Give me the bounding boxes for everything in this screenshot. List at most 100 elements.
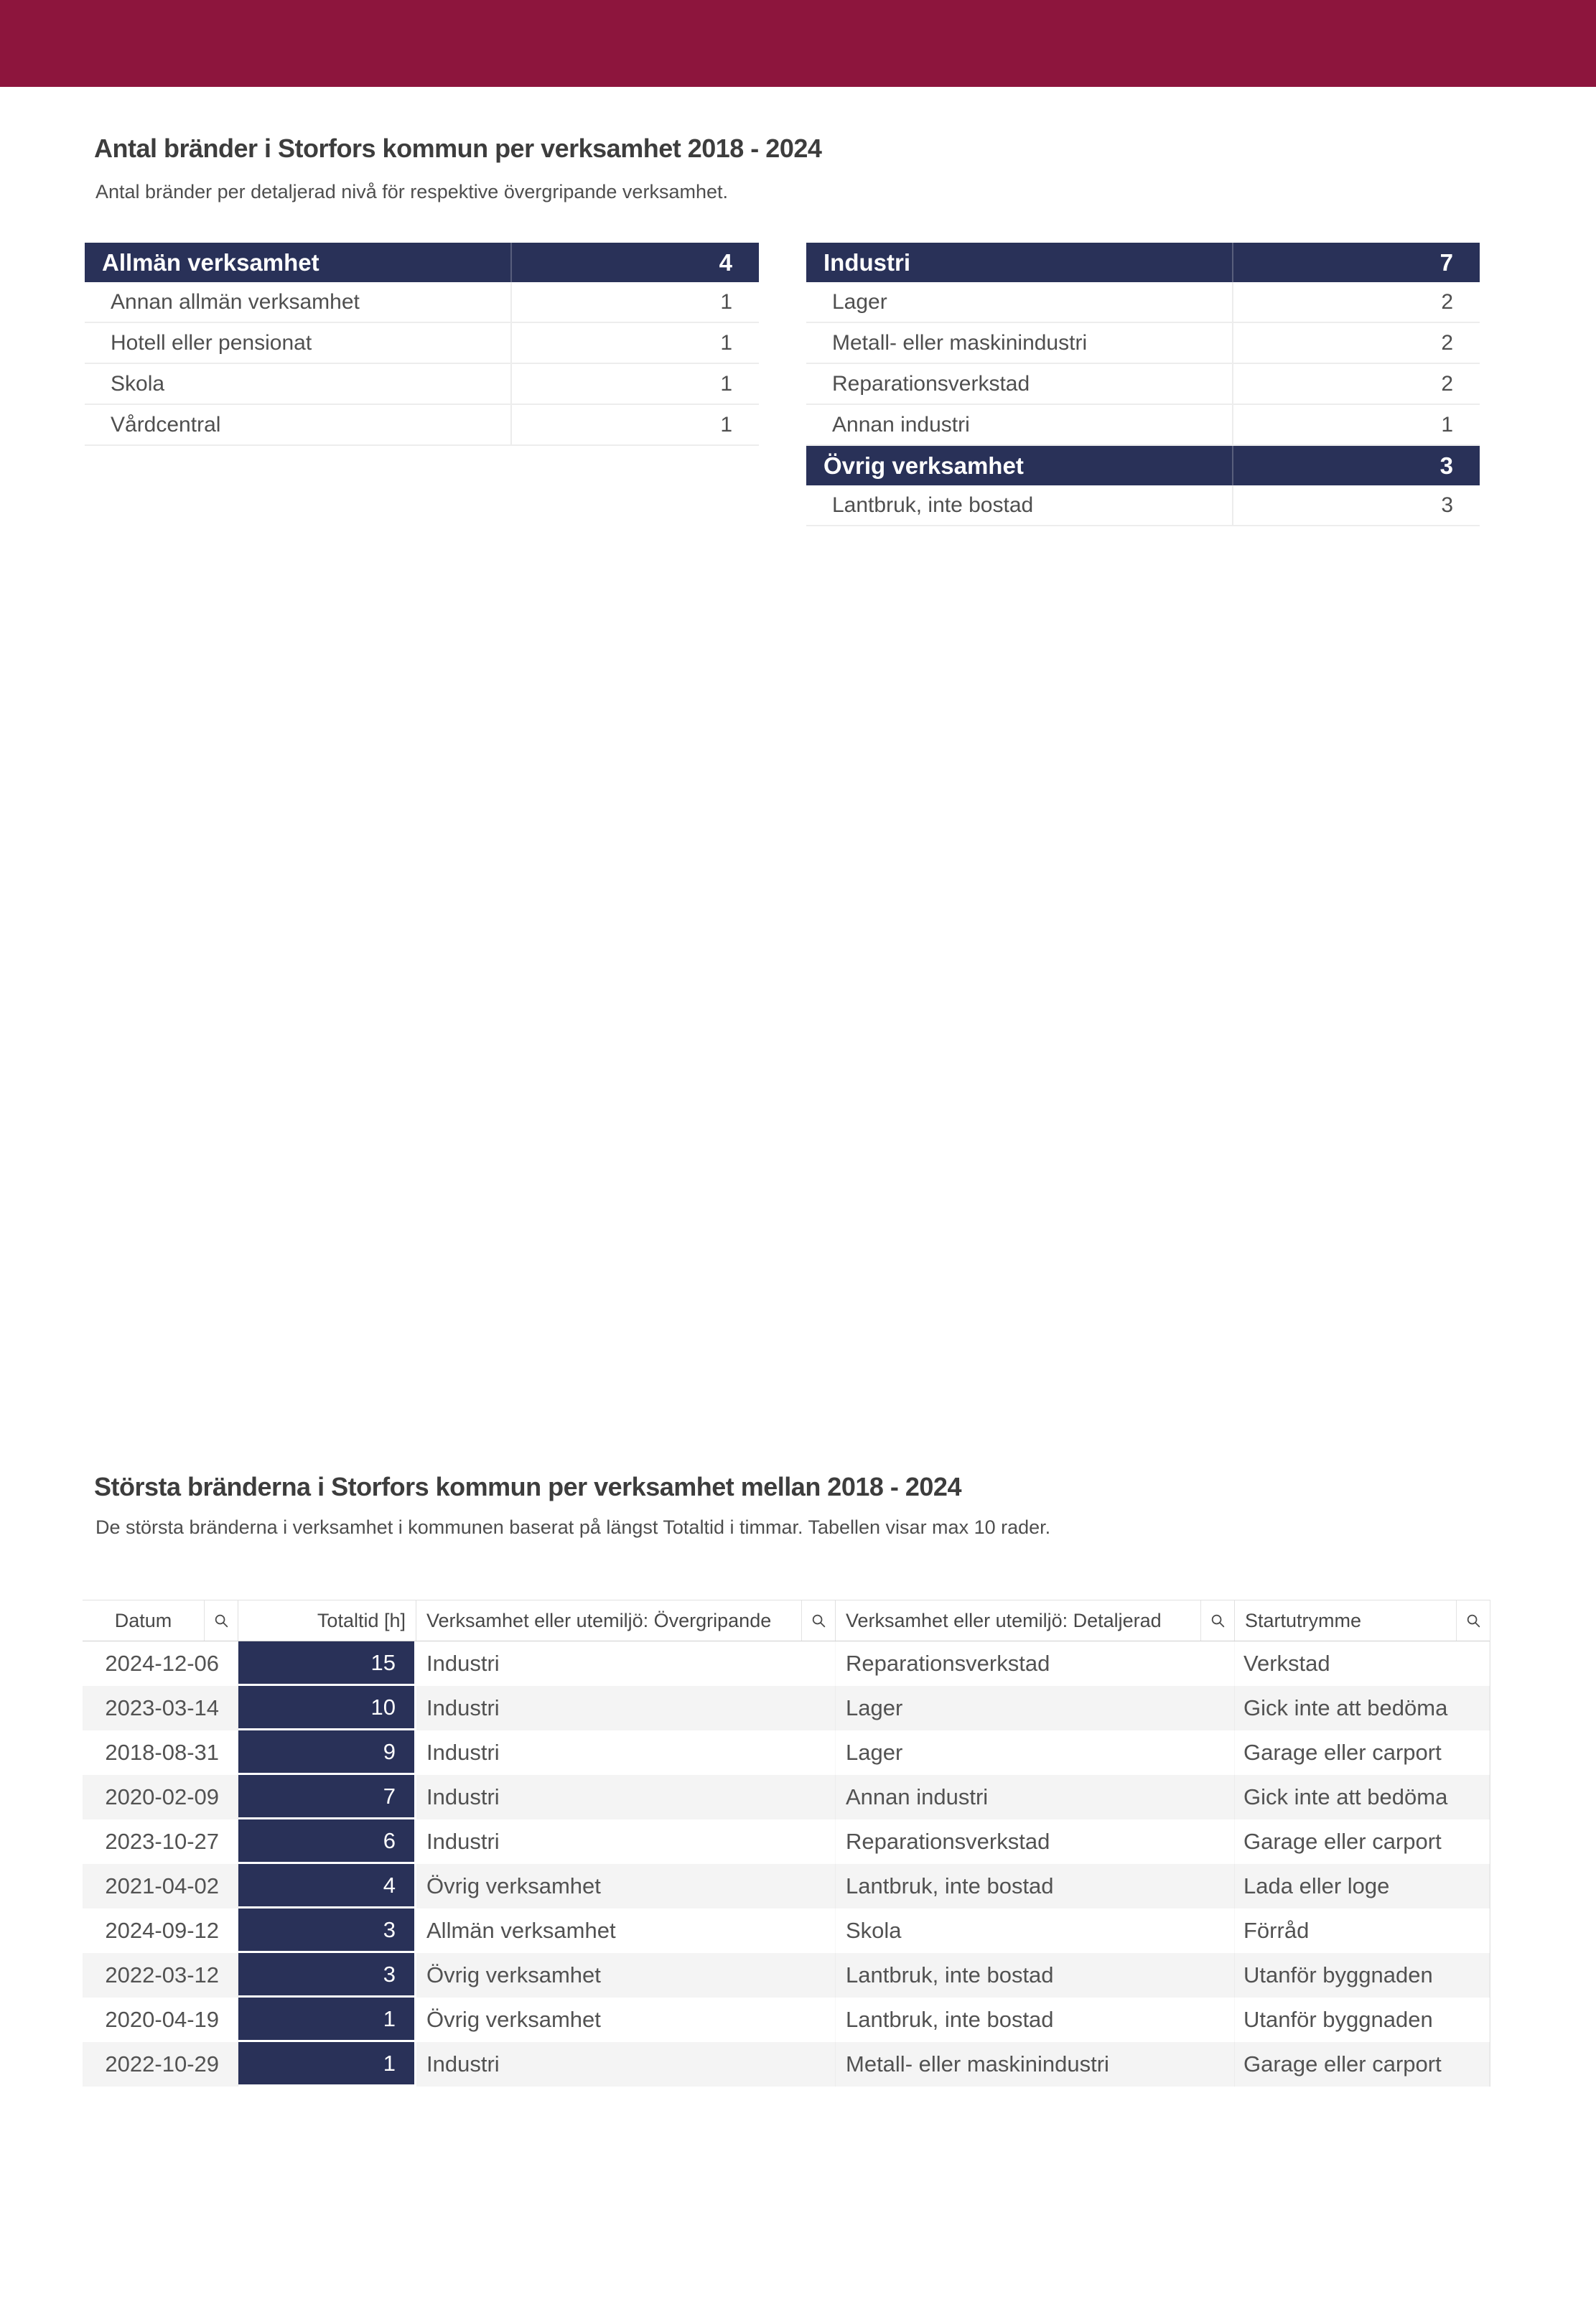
search-icon[interactable] — [1456, 1600, 1490, 1641]
cell-totaltid[interactable]: 1 — [238, 2042, 416, 2087]
summary-row[interactable]: Hotell eller pensionat 1 — [85, 323, 759, 364]
count-value: 3 — [1232, 485, 1480, 525]
cell-totaltid[interactable]: 1 — [238, 1998, 416, 2042]
summary-row[interactable]: Lantbruk, inte bostad 3 — [806, 485, 1480, 526]
cell-datum[interactable]: 2018-08-31 — [83, 1730, 238, 1775]
summary-row[interactable]: Skola 1 — [85, 364, 759, 405]
cell-startutrymme[interactable]: Garage eller carport — [1235, 1819, 1490, 1864]
cell-verksamhet-overgripande[interactable]: Övrig verksamhet — [416, 1953, 836, 1998]
cell-totaltid[interactable]: 7 — [238, 1775, 416, 1819]
cell-totaltid[interactable]: 6 — [238, 1819, 416, 1864]
cell-startutrymme[interactable]: Utanför byggnaden — [1235, 1953, 1490, 1998]
search-icon[interactable] — [1200, 1600, 1234, 1641]
cell-startutrymme[interactable]: Garage eller carport — [1235, 1730, 1490, 1775]
summary-table-industri-ovrig: Industri 7 Lager 2 Metall- eller maskini… — [806, 243, 1480, 526]
summary-row[interactable]: Lager 2 — [806, 282, 1480, 323]
app-header-bar — [0, 0, 1596, 87]
category-label: Allmän verksamhet — [102, 248, 319, 276]
cell-verksamhet-detaljerad[interactable]: Skola — [836, 1908, 1235, 1953]
cell-verksamhet-detaljerad[interactable]: Lager — [836, 1686, 1235, 1730]
count-value: 1 — [510, 282, 759, 322]
cell-verksamhet-detaljerad[interactable]: Reparationsverkstad — [836, 1641, 1235, 1686]
section1-title: Antal bränder i Storfors kommun per verk… — [94, 134, 822, 163]
table-row[interactable]: 2024-12-06 15 Industri Reparationsverkst… — [83, 1641, 1490, 1686]
cell-datum[interactable]: 2023-10-27 — [83, 1819, 238, 1864]
cell-verksamhet-detaljerad[interactable]: Lantbruk, inte bostad — [836, 1864, 1235, 1908]
table-row[interactable]: 2024-09-12 3 Allmän verksamhet Skola För… — [83, 1908, 1490, 1953]
summary-group-header[interactable]: Allmän verksamhet 4 — [85, 243, 759, 282]
cell-verksamhet-overgripande[interactable]: Industri — [416, 1686, 836, 1730]
cell-startutrymme[interactable]: Gick inte att bedöma — [1235, 1686, 1490, 1730]
search-icon[interactable] — [204, 1600, 238, 1641]
table-row[interactable]: 2022-10-29 1 Industri Metall- eller mask… — [83, 2042, 1490, 2087]
count-value: 1 — [1232, 405, 1480, 444]
column-header-startutrymme[interactable]: Startutrymme — [1235, 1600, 1490, 1641]
column-header-verksamhet-detaljerad[interactable]: Verksamhet eller utemiljö: Detaljerad — [836, 1600, 1235, 1641]
cell-startutrymme[interactable]: Förråd — [1235, 1908, 1490, 1953]
cell-datum[interactable]: 2020-02-09 — [83, 1775, 238, 1819]
table-row[interactable]: 2023-03-14 10 Industri Lager Gick inte a… — [83, 1686, 1490, 1730]
cell-startutrymme[interactable]: Gick inte att bedöma — [1235, 1775, 1490, 1819]
cell-totaltid[interactable]: 3 — [238, 1953, 416, 1998]
cell-totaltid[interactable]: 3 — [238, 1908, 416, 1953]
cell-totaltid[interactable]: 9 — [238, 1730, 416, 1775]
cell-startutrymme[interactable]: Verkstad — [1235, 1641, 1490, 1686]
cell-datum[interactable]: 2020-04-19 — [83, 1998, 238, 2042]
cell-totaltid[interactable]: 15 — [238, 1641, 416, 1686]
cell-startutrymme[interactable]: Lada eller loge — [1235, 1864, 1490, 1908]
summary-row[interactable]: Annan allmän verksamhet 1 — [85, 282, 759, 323]
cell-verksamhet-overgripande[interactable]: Industri — [416, 1641, 836, 1686]
cell-verksamhet-overgripande[interactable]: Allmän verksamhet — [416, 1908, 836, 1953]
cell-verksamhet-overgripande[interactable]: Industri — [416, 2042, 836, 2087]
summary-row[interactable]: Annan industri 1 — [806, 405, 1480, 446]
cell-verksamhet-detaljerad[interactable]: Lantbruk, inte bostad — [836, 1998, 1235, 2042]
cell-datum[interactable]: 2022-03-12 — [83, 1953, 238, 1998]
summary-row[interactable]: Reparationsverkstad 2 — [806, 364, 1480, 405]
cell-verksamhet-detaljerad[interactable]: Metall- eller maskinindustri — [836, 2042, 1235, 2087]
table-row[interactable]: 2021-04-02 4 Övrig verksamhet Lantbruk, … — [83, 1864, 1490, 1908]
count-value: 7 — [1232, 243, 1480, 282]
cell-verksamhet-overgripande[interactable]: Övrig verksamhet — [416, 1998, 836, 2042]
cell-totaltid[interactable]: 4 — [238, 1864, 416, 1908]
search-icon[interactable] — [801, 1600, 835, 1641]
table-row[interactable]: 2022-03-12 3 Övrig verksamhet Lantbruk, … — [83, 1953, 1490, 1998]
cell-verksamhet-overgripande[interactable]: Industri — [416, 1775, 836, 1819]
summary-row[interactable]: Vårdcentral 1 — [85, 405, 759, 446]
summary-row[interactable]: Metall- eller maskinindustri 2 — [806, 323, 1480, 364]
category-label: Vårdcentral — [111, 412, 221, 437]
table-row[interactable]: 2023-10-27 6 Industri Reparationsverksta… — [83, 1819, 1490, 1864]
cell-startutrymme[interactable]: Utanför byggnaden — [1235, 1998, 1490, 2042]
column-header-datum[interactable]: Datum — [83, 1600, 238, 1641]
table-row[interactable]: 2020-04-19 1 Övrig verksamhet Lantbruk, … — [83, 1998, 1490, 2042]
largest-fires-table: Datum Totaltid [h] Verksamhet eller utem… — [83, 1600, 1490, 2087]
cell-verksamhet-detaljerad[interactable]: Lager — [836, 1730, 1235, 1775]
count-value: 2 — [1232, 364, 1480, 404]
column-header-label: Totaltid [h] — [317, 1609, 406, 1631]
cell-verksamhet-overgripande[interactable]: Industri — [416, 1819, 836, 1864]
cell-datum[interactable]: 2023-03-14 — [83, 1686, 238, 1730]
category-label: Annan industri — [832, 412, 970, 437]
category-label: Lager — [832, 289, 887, 314]
count-value: 1 — [510, 364, 759, 404]
cell-totaltid[interactable]: 10 — [238, 1686, 416, 1730]
cell-startutrymme[interactable]: Garage eller carport — [1235, 2042, 1490, 2087]
table-row[interactable]: 2018-08-31 9 Industri Lager Garage eller… — [83, 1730, 1490, 1775]
cell-datum[interactable]: 2022-10-29 — [83, 2042, 238, 2087]
cell-verksamhet-overgripande[interactable]: Industri — [416, 1730, 836, 1775]
summary-group-header[interactable]: Industri 7 — [806, 243, 1480, 282]
category-label: Lantbruk, inte bostad — [832, 493, 1034, 517]
cell-verksamhet-detaljerad[interactable]: Lantbruk, inte bostad — [836, 1953, 1235, 1998]
cell-datum[interactable]: 2021-04-02 — [83, 1864, 238, 1908]
summary-group-header[interactable]: Övrig verksamhet 3 — [806, 446, 1480, 485]
column-header-verksamhet-overgripande[interactable]: Verksamhet eller utemiljö: Övergripande — [416, 1600, 836, 1641]
cell-verksamhet-overgripande[interactable]: Övrig verksamhet — [416, 1864, 836, 1908]
column-header-totaltid[interactable]: Totaltid [h] — [238, 1600, 416, 1641]
cell-verksamhet-detaljerad[interactable]: Reparationsverkstad — [836, 1819, 1235, 1864]
cell-datum[interactable]: 2024-12-06 — [83, 1641, 238, 1686]
cell-verksamhet-detaljerad[interactable]: Annan industri — [836, 1775, 1235, 1819]
cell-datum[interactable]: 2024-09-12 — [83, 1908, 238, 1953]
table-row[interactable]: 2020-02-09 7 Industri Annan industri Gic… — [83, 1775, 1490, 1819]
count-value: 1 — [510, 405, 759, 444]
category-label: Skola — [111, 371, 165, 396]
